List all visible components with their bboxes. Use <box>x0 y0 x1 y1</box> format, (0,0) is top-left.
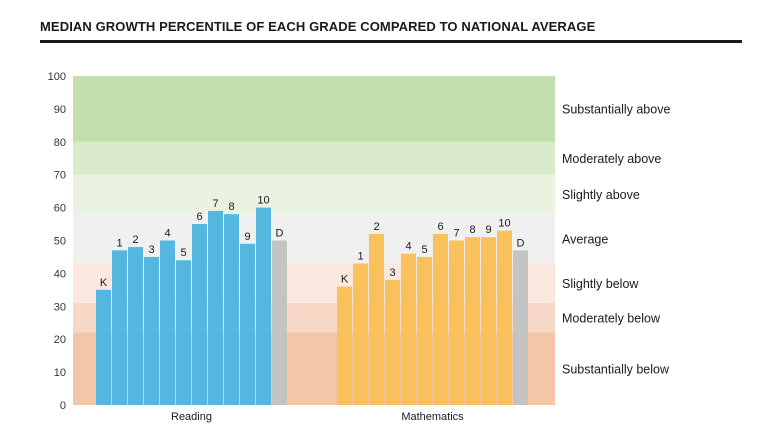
band-label: Slightly above <box>562 188 640 202</box>
bar-label: 1 <box>116 237 122 249</box>
bar <box>449 240 464 405</box>
bar <box>256 207 271 405</box>
y-tick-label: 40 <box>54 268 66 280</box>
bar-label: 9 <box>244 231 250 243</box>
bar <box>208 210 223 405</box>
bar-label: 3 <box>389 267 395 279</box>
bar <box>433 233 448 405</box>
bar <box>176 260 191 405</box>
bar-label: 4 <box>164 228 170 240</box>
bar <box>417 256 432 405</box>
bar <box>385 279 400 405</box>
bar-label: 10 <box>257 195 269 207</box>
y-tick-label: 100 <box>48 71 66 83</box>
band-label: Substantially above <box>562 102 670 116</box>
bar-label: 1 <box>357 251 363 263</box>
band-label: Slightly below <box>562 277 639 291</box>
bar-label: 10 <box>498 218 510 230</box>
bar-label: 9 <box>485 224 491 236</box>
bar <box>224 214 239 405</box>
bar <box>128 247 143 405</box>
bar <box>369 233 384 405</box>
bar-label: 7 <box>212 198 218 210</box>
bar <box>96 289 111 405</box>
bar <box>497 230 512 405</box>
bar <box>192 224 207 405</box>
bar-label: 6 <box>196 211 202 223</box>
band-0 <box>73 76 555 142</box>
bar <box>160 240 175 405</box>
y-tick-label: 30 <box>54 301 66 313</box>
bar <box>240 243 255 405</box>
bar <box>272 240 287 405</box>
y-tick-label: 60 <box>54 203 66 215</box>
bar <box>465 237 480 405</box>
band-2 <box>73 174 555 215</box>
bar-label: D <box>517 237 525 249</box>
band-label: Average <box>562 232 608 246</box>
bar-label: 5 <box>180 247 186 259</box>
group-label: Mathematics <box>401 411 464 423</box>
bar <box>353 263 368 405</box>
y-tick-label: 10 <box>54 367 66 379</box>
bar-label: 5 <box>421 244 427 256</box>
bar <box>144 256 159 405</box>
band-label: Moderately above <box>562 152 661 166</box>
bar-label: 4 <box>405 241 411 253</box>
bar-label: 8 <box>228 201 234 213</box>
bar <box>112 250 127 405</box>
y-tick-label: 50 <box>54 236 66 248</box>
bar-label: 7 <box>453 228 459 240</box>
band-1 <box>73 141 555 175</box>
bar-label: D <box>276 228 284 240</box>
bar-label: 6 <box>437 221 443 233</box>
y-tick-label: 0 <box>60 400 66 412</box>
bar-label: 3 <box>148 244 154 256</box>
y-tick-label: 70 <box>54 170 66 182</box>
bar-label: K <box>100 277 108 289</box>
group-label: Reading <box>171 411 212 423</box>
bar-label: 2 <box>132 234 138 246</box>
y-tick-label: 80 <box>54 137 66 149</box>
bar <box>337 286 352 405</box>
y-tick-label: 90 <box>54 104 66 116</box>
chart-title: MEDIAN GROWTH PERCENTILE OF EACH GRADE C… <box>40 19 596 34</box>
bar <box>513 250 528 405</box>
band-label: Substantially below <box>562 362 670 376</box>
bar <box>481 237 496 405</box>
band-label: Moderately below <box>562 311 661 325</box>
bar-label: 8 <box>469 224 475 236</box>
bar <box>401 253 416 405</box>
bar-label: 2 <box>373 221 379 233</box>
title-rule <box>40 40 742 43</box>
y-tick-label: 20 <box>54 334 66 346</box>
bar-label: K <box>341 274 349 286</box>
